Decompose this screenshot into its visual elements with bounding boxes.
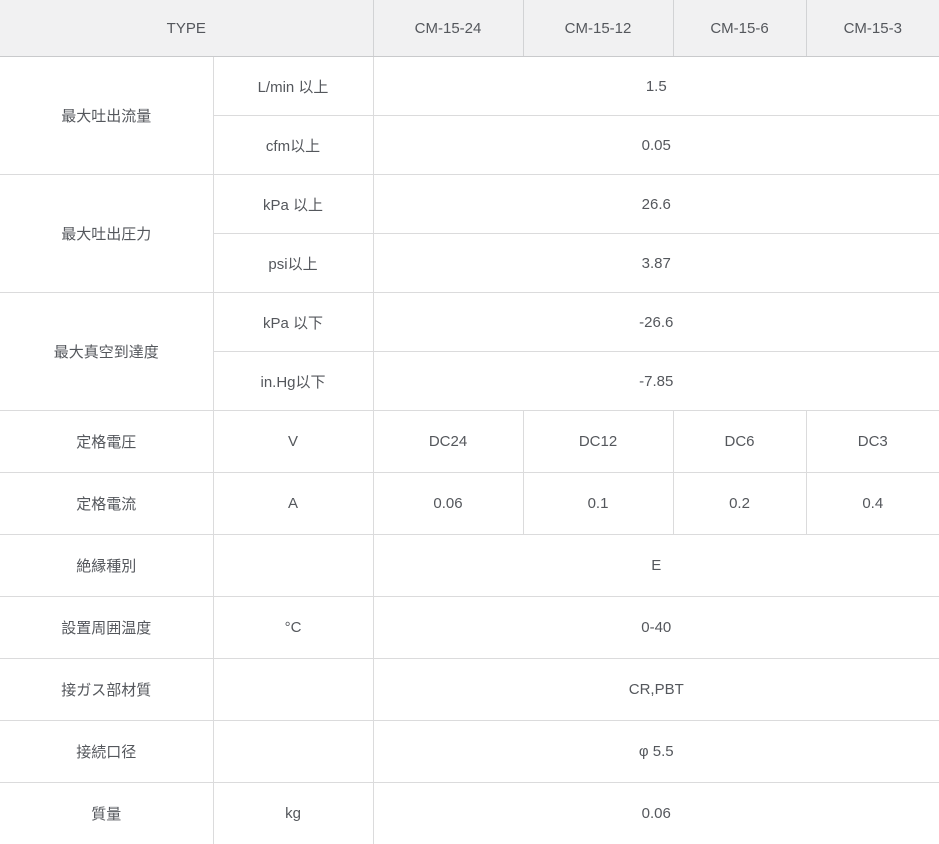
unit-cell-mass: kg: [213, 783, 373, 844]
unit-cell-pressure-psi: psi以上: [213, 234, 373, 293]
table-row-ambient-temp: 設置周囲温度 °C 0-40: [0, 597, 939, 659]
table-row-rated-current: 定格電流 A 0.06 0.1 0.2 0.4: [0, 473, 939, 535]
unit-cell-port-size: [213, 721, 373, 783]
table-row-rated-voltage: 定格電圧 V DC24 DC12 DC6 DC3: [0, 411, 939, 473]
table-row-mass: 質量 kg 0.06: [0, 783, 939, 844]
table-row-vacuum-kpa: 最大真空到達度 kPa 以下 -26.6: [0, 293, 939, 352]
table-row-wetted-material: 接ガス部材質 CR,PBT: [0, 659, 939, 721]
value-cell-vacuum-kpa: -26.6: [373, 293, 939, 352]
table-row-flow-lmin: 最大吐出流量 L/min 以上 1.5: [0, 57, 939, 116]
value-cell-pressure-psi: 3.87: [373, 234, 939, 293]
unit-cell-vacuum-inhg: in.Hg以下: [213, 352, 373, 411]
table-row-pressure-kpa: 最大吐出圧力 kPa 以上 26.6: [0, 175, 939, 234]
value-cell-voltage-cm-15-3: DC3: [806, 411, 939, 473]
value-cell-voltage-cm-15-12: DC12: [523, 411, 673, 473]
table-row-insulation: 絶縁種別 E: [0, 535, 939, 597]
value-cell-ambient-temp: 0-40: [373, 597, 939, 659]
value-cell-mass: 0.06: [373, 783, 939, 844]
unit-cell-insulation: [213, 535, 373, 597]
row-label-rated-current: 定格電流: [0, 473, 213, 535]
header-model-cm-15-6: CM-15-6: [673, 0, 806, 57]
value-cell-pressure-kpa: 26.6: [373, 175, 939, 234]
value-cell-voltage-cm-15-24: DC24: [373, 411, 523, 473]
row-label-max-flow: 最大吐出流量: [0, 57, 213, 175]
value-cell-insulation: E: [373, 535, 939, 597]
unit-cell-wetted-material: [213, 659, 373, 721]
value-cell-current-cm-15-6: 0.2: [673, 473, 806, 535]
value-cell-vacuum-inhg: -7.85: [373, 352, 939, 411]
header-model-cm-15-3: CM-15-3: [806, 0, 939, 57]
row-label-insulation: 絶縁種別: [0, 535, 213, 597]
header-model-cm-15-12: CM-15-12: [523, 0, 673, 57]
value-cell-flow-lmin: 1.5: [373, 57, 939, 116]
row-label-ambient-temp: 設置周囲温度: [0, 597, 213, 659]
row-label-wetted-material: 接ガス部材質: [0, 659, 213, 721]
table-header-row: TYPE CM-15-24 CM-15-12 CM-15-6 CM-15-3: [0, 0, 939, 57]
value-cell-port-size: φ 5.5: [373, 721, 939, 783]
row-label-max-pressure: 最大吐出圧力: [0, 175, 213, 293]
row-label-port-size: 接続口径: [0, 721, 213, 783]
unit-cell-voltage: V: [213, 411, 373, 473]
value-cell-current-cm-15-24: 0.06: [373, 473, 523, 535]
unit-cell-flow-lmin: L/min 以上: [213, 57, 373, 116]
unit-cell-flow-cfm: cfm以上: [213, 116, 373, 175]
row-label-mass: 質量: [0, 783, 213, 844]
unit-cell-vacuum-kpa: kPa 以下: [213, 293, 373, 352]
value-cell-wetted-material: CR,PBT: [373, 659, 939, 721]
header-type-cell: TYPE: [0, 0, 373, 57]
unit-cell-ambient-temp: °C: [213, 597, 373, 659]
unit-cell-current: A: [213, 473, 373, 535]
table-row-port-size: 接続口径 φ 5.5: [0, 721, 939, 783]
value-cell-current-cm-15-12: 0.1: [523, 473, 673, 535]
row-label-rated-voltage: 定格電圧: [0, 411, 213, 473]
value-cell-voltage-cm-15-6: DC6: [673, 411, 806, 473]
unit-cell-pressure-kpa: kPa 以上: [213, 175, 373, 234]
value-cell-current-cm-15-3: 0.4: [806, 473, 939, 535]
value-cell-flow-cfm: 0.05: [373, 116, 939, 175]
row-label-max-vacuum: 最大真空到達度: [0, 293, 213, 411]
header-model-cm-15-24: CM-15-24: [373, 0, 523, 57]
